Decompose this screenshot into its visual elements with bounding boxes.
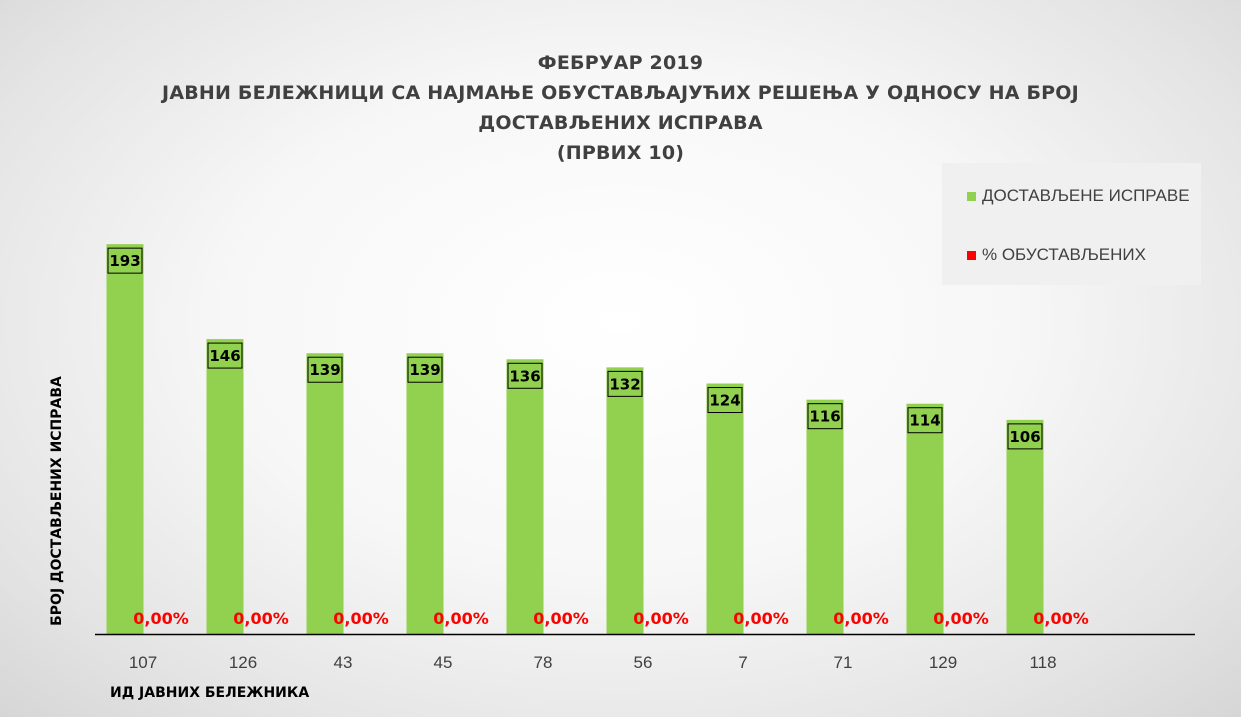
bar-label-box-45 <box>407 356 443 383</box>
percent-label-45: 0,00% <box>433 609 489 628</box>
x-tick-label-43: 43 <box>334 653 353 672</box>
chart-title-line-3: ДОСТАВЉЕНИХ ИСПРАВА <box>478 112 763 134</box>
bar-value-label-45: 139 <box>409 361 440 379</box>
bar-129 <box>906 403 944 634</box>
bar-value-label-56: 132 <box>609 375 640 393</box>
bar-78 <box>506 359 544 634</box>
bar-label-box-78 <box>507 362 543 389</box>
bar-7 <box>706 383 744 634</box>
x-tick-label-126: 126 <box>229 653 257 672</box>
x-tick-label-107: 107 <box>129 653 157 672</box>
legend-item-suspended: % ОБУСТАВЉЕНИХ <box>967 245 1146 265</box>
bar-43 <box>306 353 344 634</box>
bar-126 <box>206 339 244 634</box>
bar-value-label-129: 114 <box>909 412 940 430</box>
x-tick-label-129: 129 <box>929 653 957 672</box>
percent-label-71: 0,00% <box>833 609 889 628</box>
x-axis-title: ИД ЈАВНИХ БЕЛЕЖНИКА <box>110 685 309 701</box>
x-tick-label-7: 7 <box>738 653 747 672</box>
percent-label-129: 0,00% <box>933 609 989 628</box>
y-axis-title: БРОЈ ДОСТАВЉЕНИХ ИСПРАВА <box>49 376 65 626</box>
percent-label-118: 0,00% <box>1033 609 1089 628</box>
x-tick-label-118: 118 <box>1029 653 1056 672</box>
chart-title-line-4: (ПРВИХ 10) <box>556 142 685 164</box>
x-tick-label-78: 78 <box>534 653 553 672</box>
bar-value-label-71: 116 <box>809 408 840 426</box>
legend: ДОСТАВЉЕНЕ ИСПРАВЕ % ОБУСТАВЉЕНИХ <box>942 163 1201 285</box>
legend-label-documents: ДОСТАВЉЕНЕ ИСПРАВЕ <box>982 186 1190 205</box>
bar-label-box-7 <box>707 387 743 414</box>
bar-56 <box>606 367 644 634</box>
percent-label-7: 0,00% <box>733 609 789 628</box>
bar-label-box-126 <box>207 342 243 369</box>
legend-item-documents: ДОСТАВЉЕНЕ ИСПРАВЕ <box>967 186 1190 206</box>
bar-107 <box>106 244 144 634</box>
percent-label-43: 0,00% <box>333 609 389 628</box>
bar-value-label-43: 139 <box>309 361 340 379</box>
bar-label-box-107 <box>107 247 143 274</box>
x-tick-label-71: 71 <box>834 653 853 672</box>
bar-label-box-43 <box>307 356 343 383</box>
chart-title-line-1: ФЕБРУАР 2019 <box>537 52 704 74</box>
percent-label-56: 0,00% <box>633 609 689 628</box>
x-tick-label-45: 45 <box>434 653 453 672</box>
bar-value-label-107: 193 <box>109 252 140 270</box>
percent-label-78: 0,00% <box>533 609 589 628</box>
bar-71 <box>806 399 844 634</box>
bar-value-label-78: 136 <box>509 367 540 385</box>
bar-label-box-71 <box>807 403 843 430</box>
x-tick-label-56: 56 <box>634 653 653 672</box>
chart-title-line-2: ЈАВНИ БЕЛЕЖНИЦИ СА НАЈМАЊЕ ОБУСТАВЉАЈУЋИ… <box>162 82 1079 104</box>
legend-swatch-suspended <box>967 250 976 260</box>
bar-118 <box>1006 419 1044 634</box>
legend-label-suspended: % ОБУСТАВЉЕНИХ <box>982 245 1146 264</box>
bar-label-box-118 <box>1007 423 1043 450</box>
bar-value-label-118: 106 <box>1009 428 1040 446</box>
bar-45 <box>406 353 444 634</box>
bar-value-label-7: 124 <box>709 392 740 410</box>
bar-value-label-126: 146 <box>209 347 240 365</box>
bar-label-box-56 <box>607 370 643 397</box>
percent-label-126: 0,00% <box>233 609 289 628</box>
percent-label-107: 0,00% <box>133 609 189 628</box>
bar-label-box-129 <box>907 407 943 434</box>
legend-swatch-documents <box>967 191 976 201</box>
